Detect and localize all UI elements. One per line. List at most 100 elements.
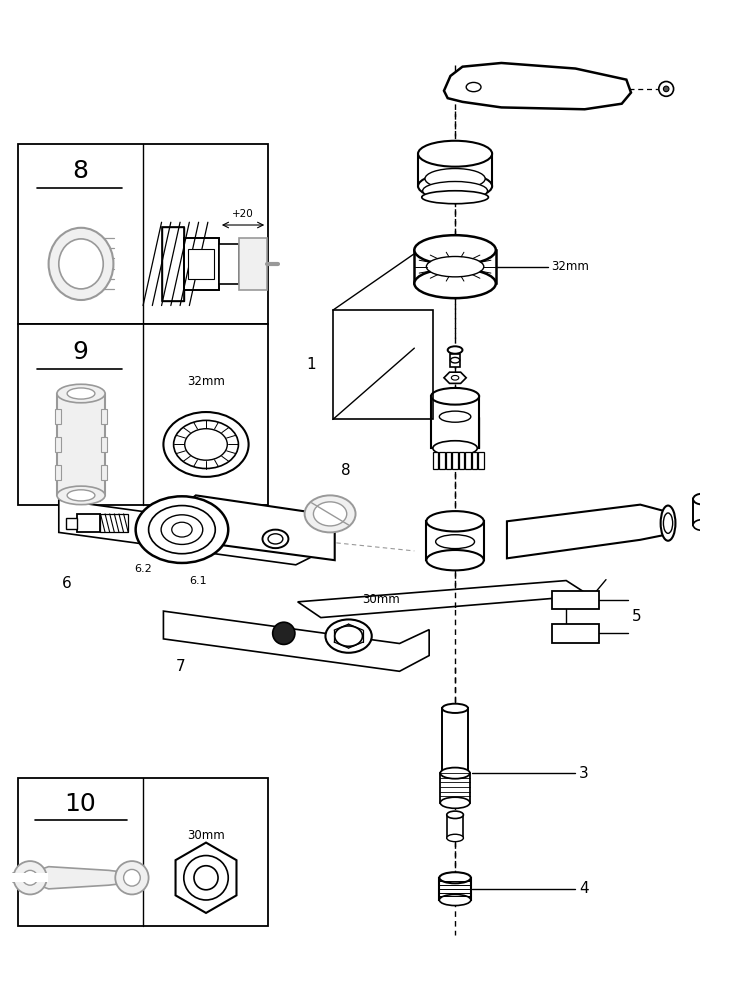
Bar [101,409,107,424]
Bar [13,873,48,882]
Ellipse shape [171,522,192,537]
Bar [55,409,60,424]
Circle shape [124,869,140,886]
Bar [77,514,100,532]
Text: 30mm: 30mm [187,829,225,842]
Text: 32mm: 32mm [187,375,225,388]
Text: +20: +20 [233,209,254,219]
Polygon shape [163,611,429,671]
Bar [440,773,470,803]
Ellipse shape [436,535,475,549]
Bar [447,815,464,838]
Ellipse shape [433,441,477,456]
Bar [100,514,128,532]
Ellipse shape [440,768,470,779]
Bar [553,591,599,609]
Ellipse shape [185,429,227,460]
Ellipse shape [163,412,248,477]
Text: 6: 6 [62,576,71,591]
Ellipse shape [263,530,288,548]
Bar [478,452,484,469]
Ellipse shape [664,513,673,533]
Ellipse shape [161,515,203,544]
Text: 5: 5 [632,609,642,624]
Text: 6.2: 6.2 [134,564,152,574]
Ellipse shape [693,494,713,505]
Text: 9: 9 [72,340,88,364]
Polygon shape [59,500,333,565]
Bar [183,238,219,290]
Bar [433,452,439,469]
Ellipse shape [414,235,496,265]
Polygon shape [176,843,236,913]
Polygon shape [507,505,670,558]
Ellipse shape [136,496,228,563]
Ellipse shape [67,388,95,399]
Text: 3: 3 [579,766,589,781]
Ellipse shape [427,550,484,570]
Bar [18,324,268,505]
Bar [57,394,105,495]
Ellipse shape [423,181,488,200]
Circle shape [116,861,149,894]
Bar [414,250,496,283]
Ellipse shape [48,228,113,300]
Text: 8: 8 [72,159,88,183]
Text: 32mm: 32mm [551,260,589,273]
Bar [451,354,460,367]
Bar [452,452,458,469]
Ellipse shape [57,486,105,505]
Polygon shape [297,581,590,618]
Ellipse shape [427,511,484,531]
Ellipse shape [448,346,463,354]
Text: 8: 8 [341,463,351,478]
Ellipse shape [431,388,479,405]
Ellipse shape [451,357,460,363]
Ellipse shape [59,239,103,289]
Bar [101,437,107,452]
Bar [465,452,471,469]
Bar [55,465,60,480]
Ellipse shape [177,506,193,551]
Bar [459,452,464,469]
Bar [693,499,713,525]
Bar [418,154,492,186]
Bar [445,452,451,469]
Bar [431,396,479,448]
Ellipse shape [466,82,481,92]
Ellipse shape [439,894,471,906]
Ellipse shape [447,834,464,842]
Bar [18,778,268,926]
Bar [162,227,183,301]
Ellipse shape [418,173,492,199]
Ellipse shape [451,375,459,380]
Ellipse shape [427,256,484,277]
Ellipse shape [447,811,464,819]
Text: 1: 1 [307,357,316,372]
Bar [333,310,433,419]
Bar [439,452,445,469]
Bar [162,227,183,301]
Ellipse shape [425,169,485,189]
Bar [427,521,484,560]
Bar [189,249,214,279]
Text: 6.1: 6.1 [190,576,207,586]
Polygon shape [182,495,334,560]
Circle shape [664,86,669,92]
Ellipse shape [418,141,492,167]
Bar [101,465,107,480]
Polygon shape [444,372,466,383]
Ellipse shape [442,704,468,713]
Ellipse shape [334,626,362,646]
Ellipse shape [268,534,283,544]
Ellipse shape [149,506,215,554]
Text: 10: 10 [64,792,96,816]
Bar [239,238,267,290]
Text: 7: 7 [175,659,185,674]
Ellipse shape [693,519,713,531]
Ellipse shape [325,619,371,653]
Bar [219,244,239,284]
Bar [66,518,77,529]
Bar [442,708,468,773]
Polygon shape [444,63,631,109]
